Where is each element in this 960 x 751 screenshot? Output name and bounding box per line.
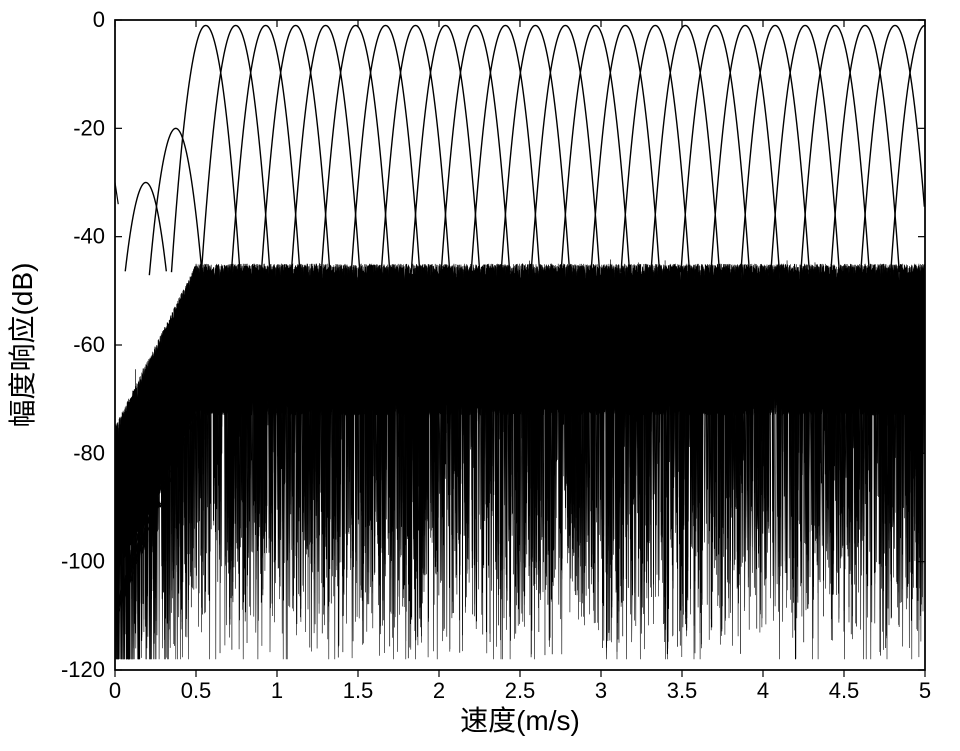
ytick-label: 0: [93, 7, 105, 32]
xtick-label: 2.5: [505, 678, 536, 703]
chart-container: 0 0.5 1 1.5 2 2.5 3 3.5 4 4.5 5 -120 -100 -80 -60 -40 -2…: [0, 0, 960, 751]
xtick-label: 1: [271, 678, 283, 703]
ytick-label: -120: [61, 657, 105, 682]
xtick-label: 1.5: [343, 678, 374, 703]
ytick-label: -20: [73, 115, 105, 140]
xtick-label: 0.5: [181, 678, 212, 703]
xtick-label: 4: [757, 678, 769, 703]
ytick-label: -80: [73, 440, 105, 465]
ytick-label: -60: [73, 332, 105, 357]
ytick-label: -40: [73, 224, 105, 249]
filter-response-chart: 0 0.5 1 1.5 2 2.5 3 3.5 4 4.5 5 -120 -100 -80 -60 -40 -2…: [0, 0, 960, 751]
xtick-label: 3.5: [667, 678, 698, 703]
xtick-label: 2: [433, 678, 445, 703]
y-axis-label: 幅度响应(dB): [7, 263, 38, 428]
xtick-label: 0: [109, 678, 121, 703]
x-axis-label: 速度(m/s): [460, 705, 580, 736]
xtick-label: 5: [919, 678, 931, 703]
xtick-label: 4.5: [829, 678, 860, 703]
xtick-label: 3: [595, 678, 607, 703]
ytick-label: -100: [61, 549, 105, 574]
